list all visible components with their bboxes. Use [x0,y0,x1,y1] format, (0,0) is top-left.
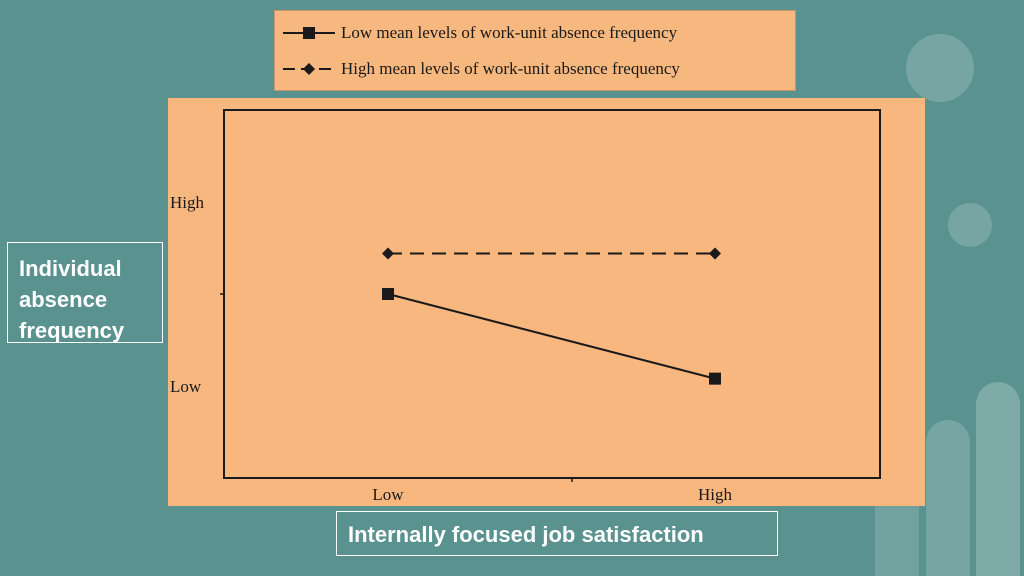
decorative-circle-large [906,34,974,102]
chart-area: Low High Low High [168,98,925,506]
decorative-bar [926,420,970,576]
y-tick-label: Low [170,377,202,396]
chart-legend: Low mean levels of work-unit absence fre… [274,10,796,91]
y-axis-title: Individual absence frequency [7,242,163,343]
legend-label-high: High mean levels of work-unit absence fr… [341,59,680,78]
legend-label-low: Low mean levels of work-unit absence fre… [341,23,678,42]
data-point-marker [382,247,394,260]
y-tick-label: High [170,193,205,212]
legend-swatch-high [283,63,335,75]
x-tick-label: Low [372,485,404,504]
data-point-marker [709,372,721,385]
data-point-marker [382,288,394,300]
decorative-circle-small [948,203,992,247]
x-tick-label: High [698,485,733,504]
data-point-marker [709,247,721,260]
series-line-low [387,293,716,380]
legend-item-high: High mean levels of work-unit absence fr… [283,54,680,84]
plot-frame [223,109,881,479]
x-axis-title: Internally focused job satisfaction [336,511,778,556]
legend-swatch-low [283,27,335,39]
decorative-bar [976,382,1020,576]
legend-item-low: Low mean levels of work-unit absence fre… [283,18,677,48]
line-chart: Low High Low High [170,109,881,504]
